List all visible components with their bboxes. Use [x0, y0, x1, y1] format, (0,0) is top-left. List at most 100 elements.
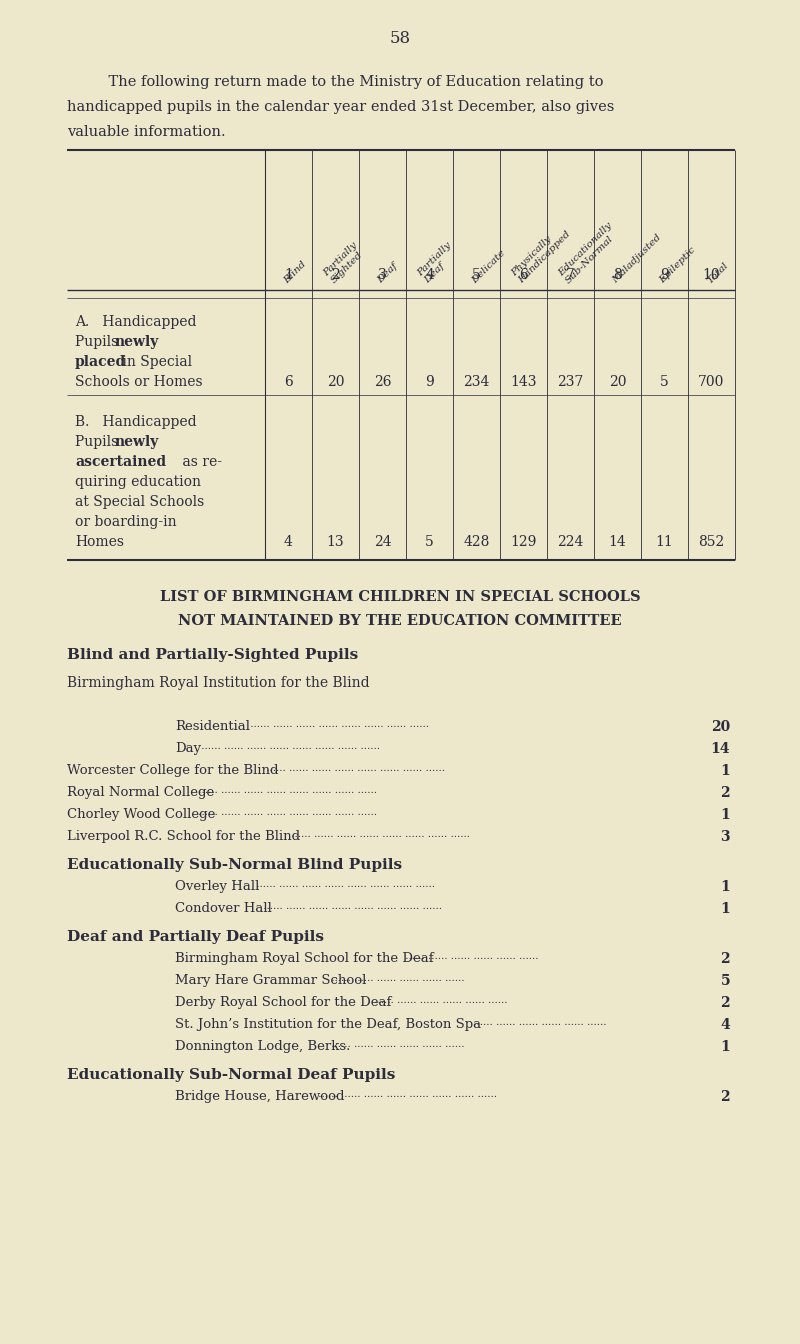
Text: ...... ...... ...... ...... ...... ......: ...... ...... ...... ...... ...... .....… — [470, 1017, 607, 1027]
Text: ...... ...... ...... ...... ...... ......: ...... ...... ...... ...... ...... .....… — [402, 952, 538, 961]
Text: 11: 11 — [656, 535, 674, 548]
Text: 852: 852 — [698, 535, 725, 548]
Text: 14: 14 — [609, 535, 626, 548]
Text: 1: 1 — [720, 1040, 730, 1054]
Text: ...... ...... ...... ...... ...... ...... ...... ......: ...... ...... ...... ...... ...... .....… — [263, 763, 446, 773]
Text: 14: 14 — [710, 742, 730, 755]
Text: 428: 428 — [463, 535, 490, 548]
Text: 58: 58 — [390, 30, 410, 47]
Text: 5: 5 — [720, 974, 730, 988]
Text: ...... ...... ...... ...... ...... ...... ...... ......: ...... ...... ...... ...... ...... .....… — [254, 880, 435, 888]
Text: 2: 2 — [331, 267, 340, 282]
Text: or boarding-in: or boarding-in — [75, 515, 177, 530]
Text: ...... ...... ...... ...... ...... ...... ...... ......: ...... ...... ...... ...... ...... .....… — [247, 720, 429, 728]
Text: Donnington Lodge, Berks.: Donnington Lodge, Berks. — [175, 1040, 350, 1052]
Text: 237: 237 — [558, 375, 584, 388]
Text: LIST OF BIRMINGHAM CHILDREN IN SPECIAL SCHOOLS: LIST OF BIRMINGHAM CHILDREN IN SPECIAL S… — [160, 590, 640, 603]
Text: 9: 9 — [660, 267, 669, 282]
Text: 9: 9 — [425, 375, 434, 388]
Text: Mary Hare Grammar School: Mary Hare Grammar School — [175, 974, 366, 986]
Text: 5: 5 — [472, 267, 481, 282]
Text: in Special: in Special — [118, 355, 192, 370]
Text: Partially
Sighted: Partially Sighted — [322, 241, 366, 285]
Text: ...... ...... ...... ...... ...... ...... ...... ......: ...... ...... ...... ...... ...... .....… — [195, 808, 377, 817]
Text: Royal Normal College: Royal Normal College — [67, 786, 214, 798]
Text: ...... ...... ...... ...... ...... ......: ...... ...... ...... ...... ...... .....… — [371, 996, 508, 1005]
Text: 234: 234 — [463, 375, 490, 388]
Text: Worcester College for the Blind: Worcester College for the Blind — [67, 763, 278, 777]
Text: Bridge House, Harewood: Bridge House, Harewood — [175, 1090, 345, 1103]
Text: 20: 20 — [609, 375, 626, 388]
Text: handicapped pupils in the calendar year ended 31st December, also gives: handicapped pupils in the calendar year … — [67, 99, 614, 114]
Text: The following return made to the Ministry of Education relating to: The following return made to the Ministr… — [90, 75, 603, 89]
Text: 13: 13 — [326, 535, 344, 548]
Text: Epileptic: Epileptic — [658, 246, 698, 285]
Text: Deaf: Deaf — [376, 261, 400, 285]
Text: Maladjusted: Maladjusted — [611, 233, 663, 285]
Text: Total: Total — [705, 261, 730, 285]
Text: 6: 6 — [519, 267, 528, 282]
Text: 2: 2 — [720, 952, 730, 966]
Text: 143: 143 — [510, 375, 537, 388]
Text: Residential: Residential — [175, 720, 250, 732]
Text: 4: 4 — [284, 535, 293, 548]
Text: Liverpool R.C. School for the Blind: Liverpool R.C. School for the Blind — [67, 831, 300, 843]
Text: 20: 20 — [710, 720, 730, 734]
Text: B.   Handicapped: B. Handicapped — [75, 415, 197, 429]
Text: ascertained: ascertained — [75, 456, 166, 469]
Text: 129: 129 — [510, 535, 537, 548]
Text: ...... ...... ...... ...... ...... ...... ...... ......: ...... ...... ...... ...... ...... .....… — [198, 742, 380, 751]
Text: 4: 4 — [425, 267, 434, 282]
Text: 5: 5 — [660, 375, 669, 388]
Text: ...... ...... ...... ...... ...... ...... ...... ......: ...... ...... ...... ...... ...... .....… — [315, 1090, 498, 1099]
Text: St. John’s Institution for the Deaf, Boston Spa: St. John’s Institution for the Deaf, Bos… — [175, 1017, 481, 1031]
Text: ...... ...... ...... ...... ...... ...... ...... ......: ...... ...... ...... ...... ...... .....… — [288, 831, 470, 839]
Text: Blind: Blind — [282, 259, 308, 285]
Text: quiring education: quiring education — [75, 474, 201, 489]
Text: ...... ...... ...... ...... ...... ......: ...... ...... ...... ...... ...... .....… — [328, 1040, 464, 1050]
Text: Educationally Sub-Normal Blind Pupils: Educationally Sub-Normal Blind Pupils — [67, 857, 402, 872]
Text: valuable information.: valuable information. — [67, 125, 226, 138]
Text: 8: 8 — [613, 267, 622, 282]
Text: A.   Handicapped: A. Handicapped — [75, 314, 197, 329]
Text: 24: 24 — [374, 535, 391, 548]
Text: 1: 1 — [284, 267, 293, 282]
Text: Delicate: Delicate — [470, 247, 507, 285]
Text: newly: newly — [115, 435, 159, 449]
Text: 20: 20 — [326, 375, 344, 388]
Text: Partially
Deaf: Partially Deaf — [416, 241, 461, 285]
Text: Blind and Partially-Sighted Pupils: Blind and Partially-Sighted Pupils — [67, 648, 358, 663]
Text: 1: 1 — [720, 763, 730, 778]
Text: 6: 6 — [284, 375, 293, 388]
Text: newly: newly — [115, 335, 159, 349]
Text: ...... ...... ...... ...... ...... ......: ...... ...... ...... ...... ...... .....… — [328, 974, 464, 982]
Text: 1: 1 — [720, 880, 730, 894]
Text: 2: 2 — [720, 1090, 730, 1103]
Text: Condover Hall: Condover Hall — [175, 902, 272, 915]
Text: Derby Royal School for the Deaf: Derby Royal School for the Deaf — [175, 996, 391, 1009]
Text: Deaf and Partially Deaf Pupils: Deaf and Partially Deaf Pupils — [67, 930, 324, 943]
Text: Chorley Wood College: Chorley Wood College — [67, 808, 215, 821]
Text: at Special Schools: at Special Schools — [75, 495, 204, 509]
Text: Pupils: Pupils — [75, 435, 122, 449]
Text: Homes: Homes — [75, 535, 124, 548]
Text: 2: 2 — [720, 996, 730, 1009]
Text: ...... ...... ...... ...... ...... ...... ...... ......: ...... ...... ...... ...... ...... .....… — [259, 902, 442, 911]
Text: 700: 700 — [698, 375, 725, 388]
Text: Physically
Handicapped: Physically Handicapped — [510, 222, 573, 285]
Text: 2: 2 — [720, 786, 730, 800]
Text: as re-: as re- — [178, 456, 222, 469]
Text: Pupils: Pupils — [75, 335, 122, 349]
Text: Birmingham Royal School for the Deaf: Birmingham Royal School for the Deaf — [175, 952, 434, 965]
Text: 4: 4 — [720, 1017, 730, 1032]
Text: Birmingham Royal Institution for the Blind: Birmingham Royal Institution for the Bli… — [67, 676, 370, 689]
Text: placed: placed — [75, 355, 126, 370]
Text: Overley Hall: Overley Hall — [175, 880, 259, 892]
Text: 26: 26 — [374, 375, 391, 388]
Text: Schools or Homes: Schools or Homes — [75, 375, 202, 388]
Text: 1: 1 — [720, 902, 730, 917]
Text: Educationally
Sub-Normal: Educationally Sub-Normal — [557, 220, 622, 285]
Text: 7: 7 — [566, 267, 575, 282]
Text: 3: 3 — [720, 831, 730, 844]
Text: Educationally Sub-Normal Deaf Pupils: Educationally Sub-Normal Deaf Pupils — [67, 1068, 395, 1082]
